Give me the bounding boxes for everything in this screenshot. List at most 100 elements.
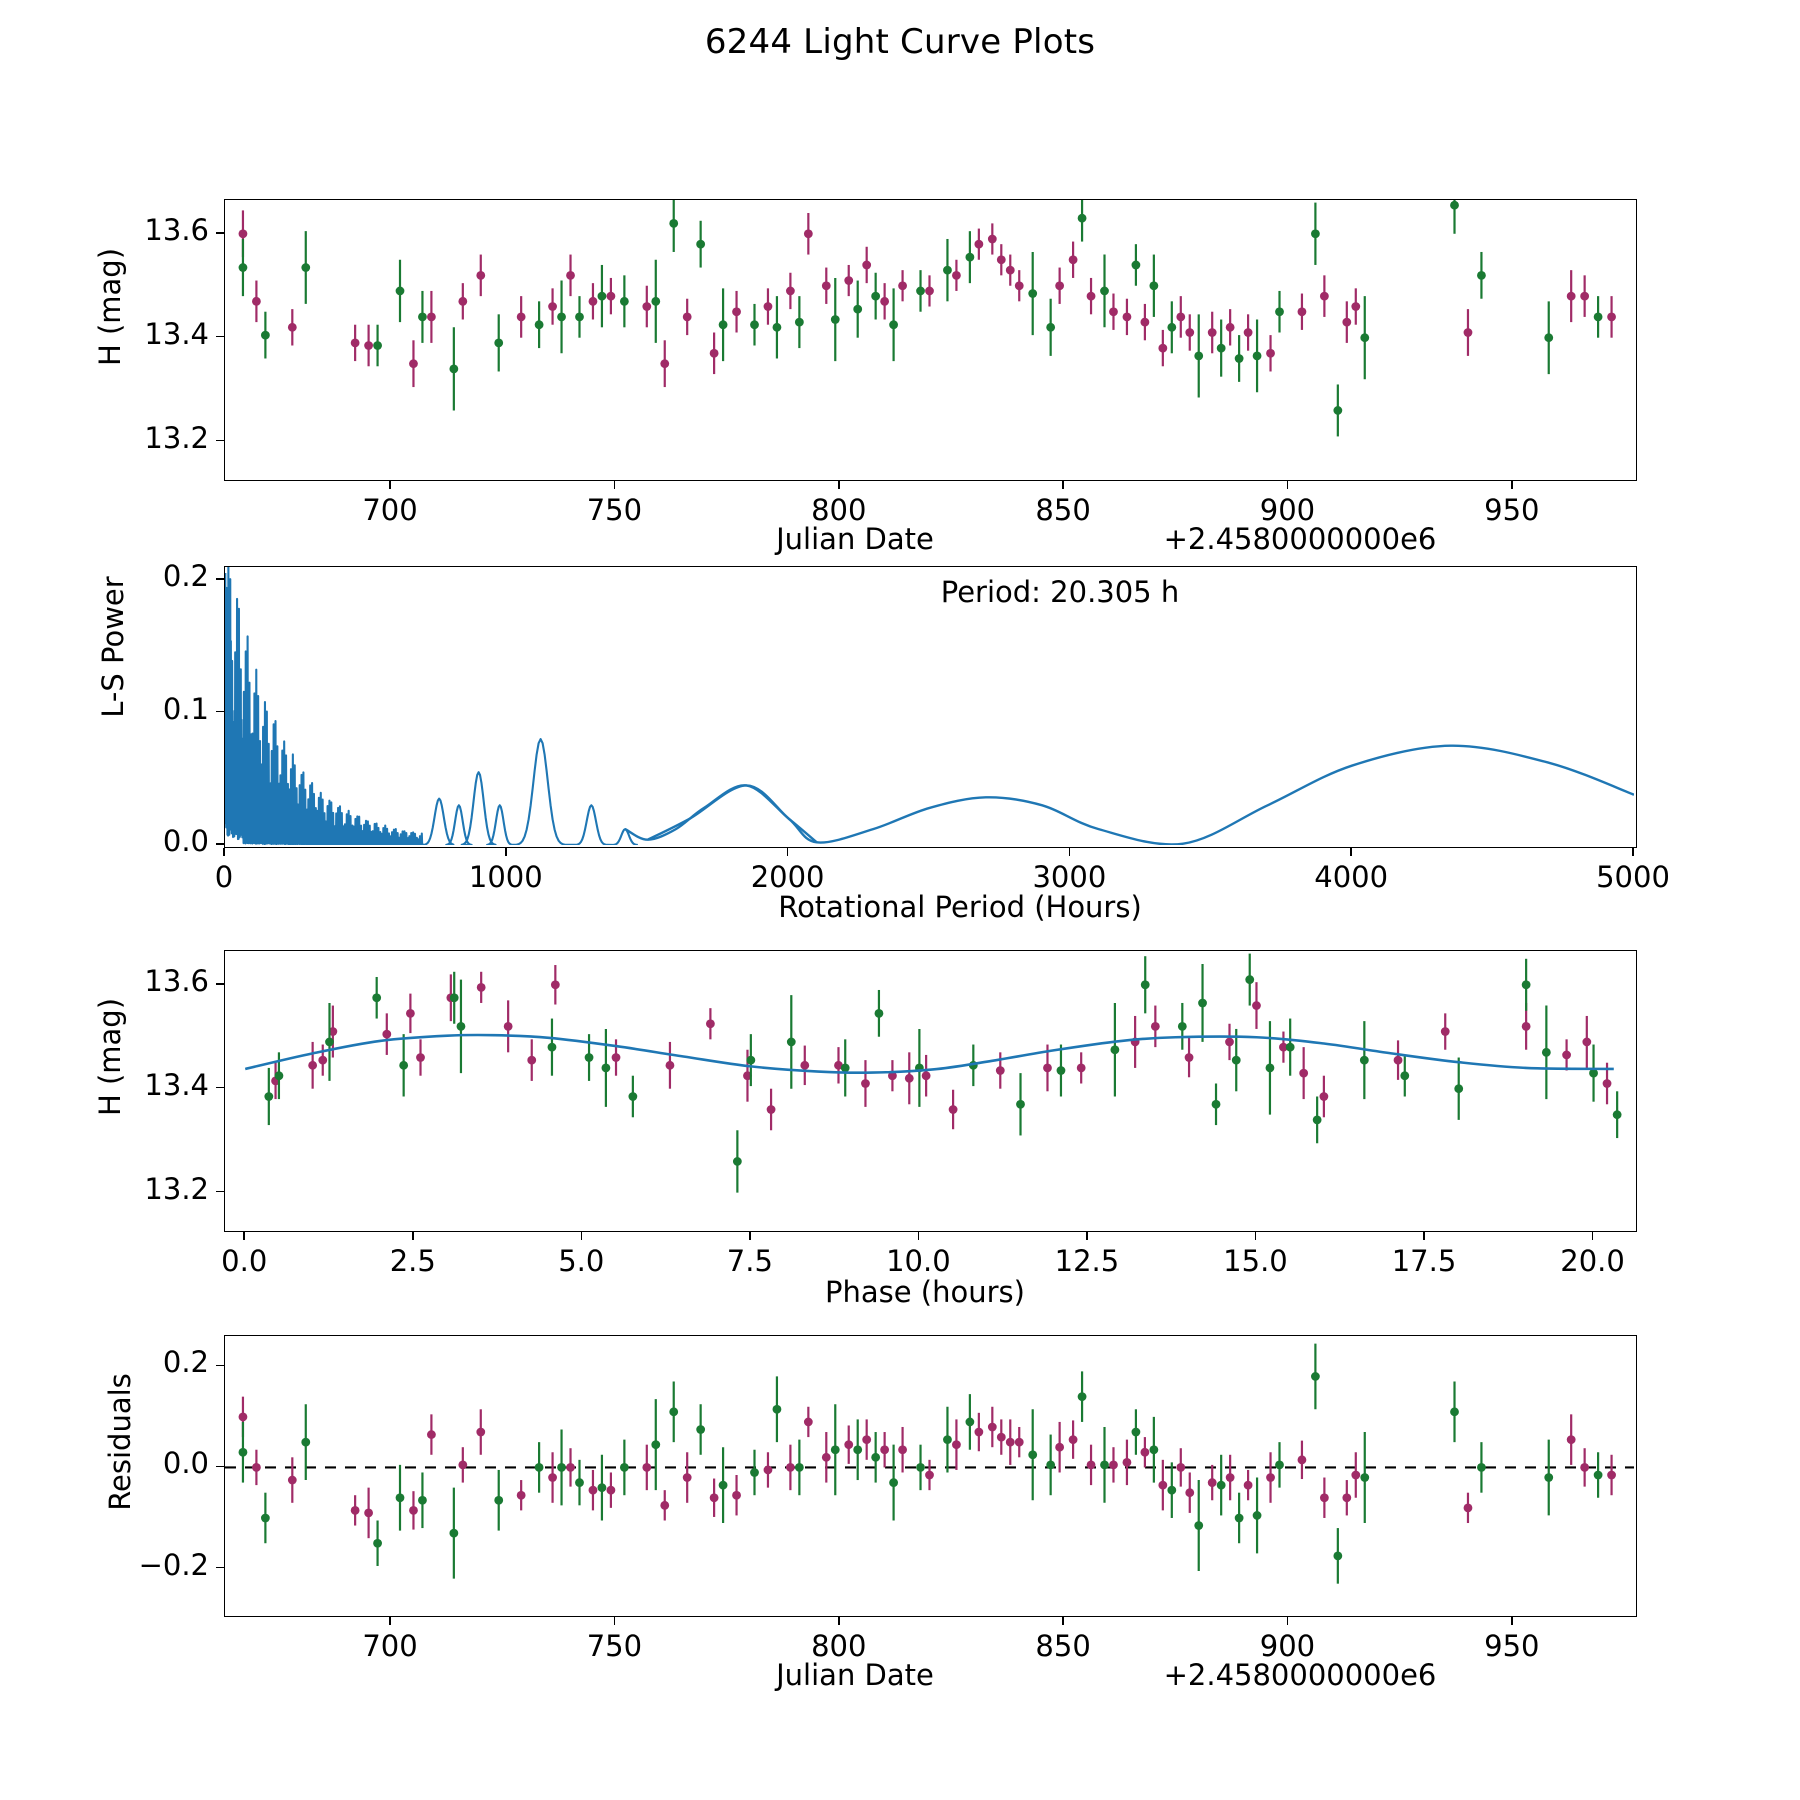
xtick-mark: [1423, 1232, 1425, 1240]
xtick-mark: [1632, 848, 1634, 856]
series-series_a: [271, 965, 1612, 1131]
xtick-mark: [389, 481, 391, 489]
ytick-label: 0.0: [162, 1446, 209, 1481]
ytick-mark: [216, 1465, 224, 1468]
residuals-plot-area: [225, 1343, 1634, 1584]
xtick-mark: [411, 1232, 414, 1240]
ytick-mark: [216, 1086, 224, 1089]
phasefold-plot-area: [244, 953, 1622, 1193]
xtick-mark: [1062, 481, 1064, 489]
xtick-mark: [223, 848, 225, 856]
series-series_b: [238, 200, 1603, 437]
xtick-label: 850: [1035, 493, 1091, 527]
ytick-label: 13.6: [144, 212, 209, 247]
xtick-mark: [1286, 1617, 1289, 1625]
period-annotation: Period: 20.305 h: [940, 575, 1180, 609]
xtick-mark: [243, 1232, 246, 1240]
xtick-mark: [505, 848, 507, 856]
xtick-label: 17.5: [1391, 1244, 1457, 1278]
xtick-mark: [1086, 1232, 1088, 1240]
xtick-mark: [580, 1232, 583, 1240]
xtick-mark: [1350, 848, 1352, 856]
series-series_a: [238, 210, 1616, 388]
xtick-label: 0.0: [221, 1244, 268, 1278]
periodogram-panel: [224, 566, 1637, 848]
xtick-label: 2.5: [389, 1244, 436, 1278]
ytick-label: −0.2: [138, 1547, 209, 1582]
series-series_b: [238, 1343, 1603, 1584]
fit-curve: [244, 1033, 1614, 1075]
residuals-panel: [224, 1335, 1637, 1617]
xtick-mark: [1286, 481, 1289, 489]
xtick-label: 7.5: [726, 1244, 773, 1278]
xtick-label: 5000: [1596, 860, 1670, 894]
ytick-mark: [216, 843, 224, 845]
xtick-label: 12.5: [1054, 1244, 1120, 1278]
ytick-mark: [216, 231, 224, 234]
xtick-label: 900: [1259, 1629, 1316, 1663]
xtick-mark: [1511, 1617, 1513, 1625]
ytick-label: 0.1: [162, 691, 209, 726]
ytick-label: 13.2: [144, 420, 209, 455]
lightcurve-x-offset-text: +2.4580000000e6: [1163, 522, 1437, 556]
ytick-label: 0.2: [162, 1345, 209, 1380]
xtick-mark: [1062, 1617, 1064, 1625]
ytick-mark: [216, 578, 224, 581]
xtick-label: 10.0: [886, 1244, 951, 1278]
xtick-mark: [613, 481, 616, 489]
xtick-label: 15.0: [1223, 1244, 1288, 1278]
xtick-mark: [1254, 1232, 1257, 1240]
ytick-mark: [216, 710, 224, 713]
ytick-label: 0.2: [162, 559, 209, 594]
ytick-label: 13.6: [144, 963, 209, 998]
xtick-label: 2000: [750, 860, 825, 894]
xtick-mark: [786, 848, 789, 856]
xtick-label: 750: [586, 1629, 643, 1663]
xtick-label: 20.0: [1560, 1244, 1625, 1278]
phasefold-panel: [224, 950, 1637, 1232]
lightcurve-plot-area: [238, 200, 1616, 437]
xtick-label: 750: [586, 493, 643, 527]
figure-title: 6244 Light Curve Plots: [704, 22, 1096, 62]
ytick-label: 13.2: [144, 1171, 209, 1206]
periodogram-xlabel: Rotational Period (Hours): [778, 890, 1142, 924]
xtick-label: 700: [362, 493, 418, 527]
xtick-label: 1000: [468, 860, 543, 894]
residuals-xlabel: Julian Date: [776, 1658, 934, 1692]
xtick-label: 5.0: [558, 1244, 605, 1278]
xtick-label: 3000: [1032, 860, 1107, 894]
residuals-x-offset-text: +2.4580000000e6: [1163, 1658, 1437, 1692]
ytick-mark: [216, 1566, 224, 1569]
ytick-label: 13.4: [144, 316, 209, 351]
xtick-label: 800: [811, 493, 867, 527]
xtick-label: 950: [1484, 1629, 1540, 1663]
series-series_a: [238, 1396, 1616, 1539]
xtick-mark: [389, 1617, 391, 1625]
lightcurve-xlabel: Julian Date: [776, 522, 934, 556]
ytick-mark: [216, 335, 224, 338]
xtick-mark: [613, 1617, 616, 1625]
xtick-mark: [837, 481, 840, 489]
xtick-mark: [1511, 481, 1513, 489]
xtick-label: 0: [214, 860, 234, 894]
xtick-label: 950: [1484, 493, 1540, 527]
xtick-mark: [749, 1232, 751, 1240]
xtick-label: 900: [1259, 493, 1316, 527]
xtick-mark: [1591, 1232, 1594, 1240]
xtick-label: 700: [362, 1629, 418, 1663]
periodogram-trace: [225, 567, 1634, 845]
periodogram-plot-area: [225, 567, 1634, 845]
ytick-mark: [216, 982, 224, 985]
ytick-mark: [216, 1364, 224, 1367]
ytick-mark: [216, 439, 224, 442]
xtick-label: 850: [1035, 1629, 1091, 1663]
ytick-mark: [216, 1190, 224, 1193]
xtick-label: 4000: [1314, 860, 1389, 894]
xtick-mark: [917, 1232, 920, 1240]
phasefold-xlabel: Phase (hours): [825, 1275, 1025, 1309]
xtick-mark: [1068, 848, 1071, 856]
periodogram-ylabel: L-S Power: [96, 576, 130, 718]
xtick-mark: [837, 1617, 840, 1625]
ytick-label: 13.4: [144, 1067, 209, 1102]
